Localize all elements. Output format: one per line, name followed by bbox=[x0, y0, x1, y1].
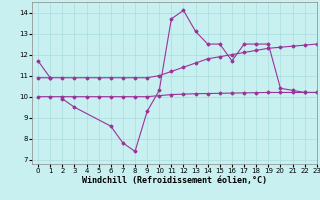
X-axis label: Windchill (Refroidissement éolien,°C): Windchill (Refroidissement éolien,°C) bbox=[82, 176, 267, 185]
